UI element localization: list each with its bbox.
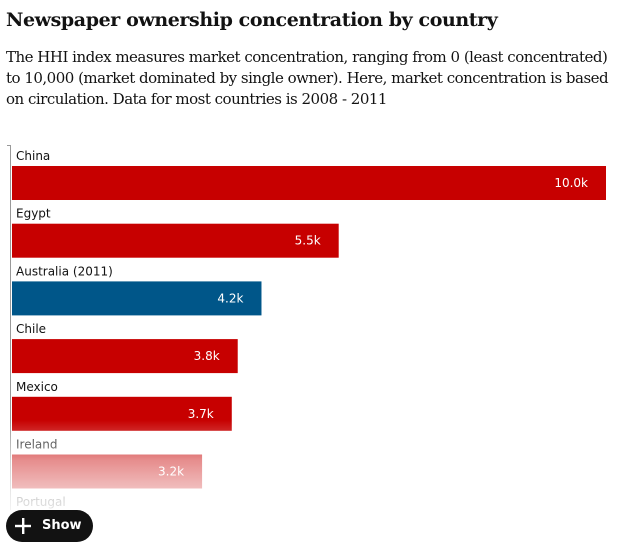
bar-chart-svg: China 10.0k Egypt 5.5k Australia (2011) 4.2k C…	[7, 145, 606, 510]
chart-title: Newspaper ownership concentration by cou…	[6, 9, 498, 31]
data-label: 10.0k	[554, 176, 588, 190]
category-label: Mexico	[16, 380, 58, 394]
bar-chart: China 10.0k Egypt 5.5k Australia (2011) 4.2k C…	[0, 143, 631, 510]
bar	[12, 281, 262, 316]
bar	[12, 166, 606, 200]
data-label: 3.2k	[158, 465, 184, 479]
bar	[12, 223, 339, 258]
category-label: Egypt	[16, 207, 51, 221]
bar	[12, 339, 238, 374]
data-label: 3.7k	[188, 407, 214, 421]
chart-standfirst: The HHI index measures market concentrat…	[6, 48, 609, 108]
data-label: 3.8k	[194, 349, 220, 363]
data-label: 5.5k	[295, 234, 321, 248]
plus-icon	[15, 518, 31, 534]
show-more-button[interactable]: Show	[6, 510, 93, 542]
data-label: 4.2k	[217, 291, 243, 305]
category-label: Chile	[16, 322, 46, 336]
category-label: Ireland	[16, 438, 58, 452]
category-label: China	[16, 149, 50, 163]
category-label: Australia (2011)	[16, 264, 113, 278]
category-label: Portugal	[16, 495, 66, 509]
show-more-label: Show	[42, 518, 82, 533]
